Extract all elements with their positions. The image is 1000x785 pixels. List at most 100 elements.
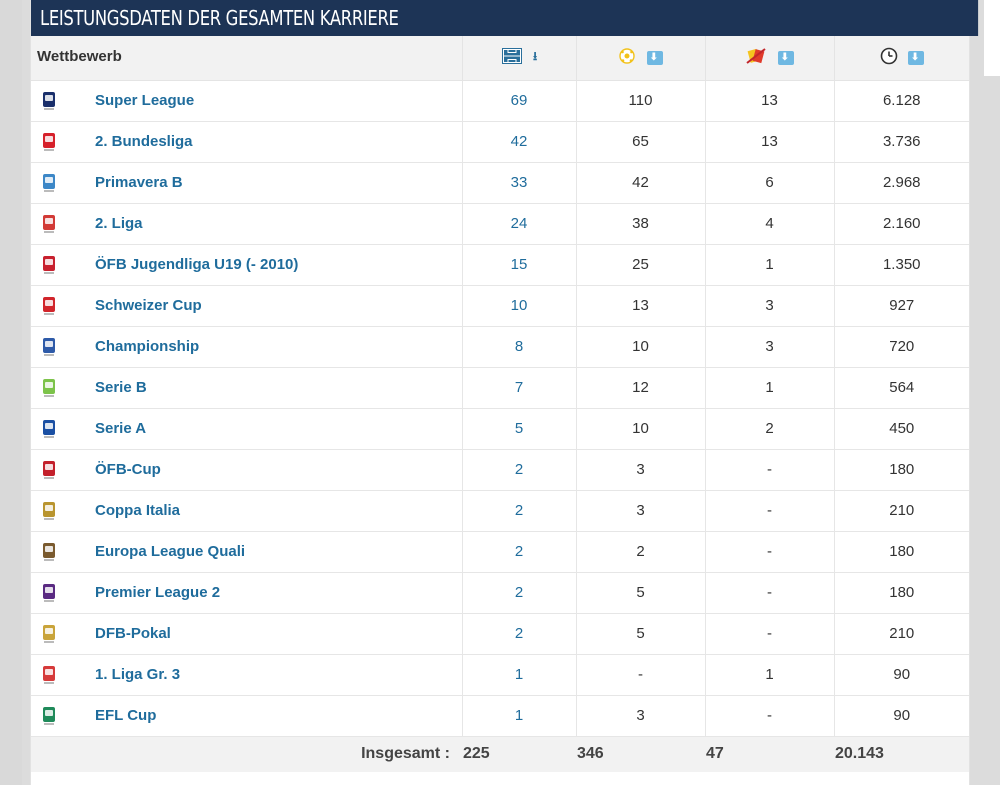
appearances-cell[interactable]: 2 bbox=[462, 490, 577, 532]
table-row: Serie A 5 10 2 450 bbox=[31, 408, 969, 450]
competition-logo-icon[interactable] bbox=[39, 622, 59, 646]
competition-name-link[interactable]: Europa League Quali bbox=[95, 543, 246, 560]
competition-logo-icon[interactable] bbox=[39, 581, 59, 605]
table-row: Super League 69 110 13 6.128 bbox=[31, 80, 969, 122]
cards-cell: 6 bbox=[705, 162, 835, 204]
cards-header[interactable] bbox=[705, 36, 835, 81]
cards-cell: - bbox=[705, 572, 835, 614]
competition-name-link[interactable]: Super League bbox=[95, 92, 195, 109]
sort-down-arrow-icon[interactable]: ⭳ bbox=[532, 49, 538, 64]
total-cards: 47 bbox=[706, 745, 724, 763]
appearances-cell[interactable]: 2 bbox=[462, 531, 577, 573]
appearances-cell[interactable]: 42 bbox=[462, 121, 577, 163]
goals-cell: 65 bbox=[576, 121, 706, 163]
competition-logo-icon[interactable] bbox=[39, 458, 59, 482]
competition-name-link[interactable]: Serie B bbox=[95, 379, 147, 396]
competition-logo-icon[interactable] bbox=[39, 294, 59, 318]
table-row: ÖFB-Cup 2 3-180 bbox=[31, 449, 969, 491]
competition-cell: Serie A bbox=[31, 408, 463, 450]
competition-name-link[interactable]: ÖFB Jugendliga U19 (- 2010) bbox=[95, 256, 299, 273]
table-row: Schweizer Cup 10 13 3 927 bbox=[31, 285, 969, 327]
table-row: Premier League 2 2 5-180 bbox=[31, 572, 969, 614]
competition-name-link[interactable]: DFB-Pokal bbox=[95, 625, 171, 642]
goals-cell: - bbox=[576, 654, 706, 696]
competition-logo-icon[interactable] bbox=[39, 663, 59, 687]
minutes-cell: 720 bbox=[834, 326, 969, 368]
competition-logo-icon[interactable] bbox=[39, 335, 59, 359]
appearances-cell[interactable]: 33 bbox=[462, 162, 577, 204]
competition-name-link[interactable]: Coppa Italia bbox=[95, 502, 181, 519]
competition-logo-icon[interactable] bbox=[39, 499, 59, 523]
cards-cell: - bbox=[705, 613, 835, 655]
table-row: Coppa Italia 2 3-210 bbox=[31, 490, 969, 532]
appearances-cell[interactable]: 15 bbox=[462, 244, 577, 286]
sort-icon[interactable] bbox=[907, 50, 924, 65]
competition-cell: DFB-Pokal bbox=[31, 613, 463, 655]
appearances-header[interactable]: ⭳ bbox=[462, 36, 577, 81]
total-apps: 225 bbox=[463, 745, 490, 763]
minutes-cell: 2.160 bbox=[834, 203, 969, 245]
competition-logo-icon[interactable] bbox=[39, 704, 59, 728]
competition-logo-icon[interactable] bbox=[39, 130, 59, 154]
goals-header[interactable] bbox=[576, 36, 706, 81]
competition-logo-icon[interactable] bbox=[39, 417, 59, 441]
appearances-cell[interactable]: 7 bbox=[462, 367, 577, 409]
appearances-cell[interactable]: 1 bbox=[462, 654, 577, 696]
competition-cell: 2. Bundesliga bbox=[31, 121, 463, 163]
cards-cell: 4 bbox=[705, 203, 835, 245]
competition-cell: Schweizer Cup bbox=[31, 285, 463, 327]
minutes-header[interactable] bbox=[834, 36, 969, 81]
minutes-cell: 1.350 bbox=[834, 244, 969, 286]
competition-name-link[interactable]: 1. Liga Gr. 3 bbox=[95, 666, 181, 683]
competition-logo-icon[interactable] bbox=[39, 540, 59, 564]
appearances-cell[interactable]: 5 bbox=[462, 408, 577, 450]
competition-cell: 2. Liga bbox=[31, 203, 463, 245]
goals-cell: 10 bbox=[576, 326, 706, 368]
competition-logo-icon[interactable] bbox=[39, 376, 59, 400]
competition-cell: Premier League 2 bbox=[31, 572, 463, 614]
table-row: 1. Liga Gr. 3 1-1 90 bbox=[31, 654, 969, 696]
minutes-cell: 927 bbox=[834, 285, 969, 327]
minutes-cell: 450 bbox=[834, 408, 969, 450]
competition-logo-icon[interactable] bbox=[39, 253, 59, 277]
total-label: Insgesamt : bbox=[361, 745, 450, 763]
competition-name-link[interactable]: Serie A bbox=[95, 420, 147, 437]
goals-cell: 3 bbox=[576, 449, 706, 491]
goals-cell: 38 bbox=[576, 203, 706, 245]
ball-icon bbox=[618, 47, 636, 69]
appearances-cell[interactable]: 1 bbox=[462, 695, 577, 737]
competition-name-link[interactable]: Primavera B bbox=[95, 174, 183, 191]
appearances-cell[interactable]: 2 bbox=[462, 449, 577, 491]
appearances-cell[interactable]: 8 bbox=[462, 326, 577, 368]
appearances-cell[interactable]: 10 bbox=[462, 285, 577, 327]
table-header-row: Wettbewerb ⭳ bbox=[31, 36, 969, 81]
sort-icon[interactable] bbox=[646, 50, 663, 65]
competition-name-link[interactable]: ÖFB-Cup bbox=[95, 461, 161, 478]
competition-cell: Primavera B bbox=[31, 162, 463, 204]
appearances-cell[interactable]: 2 bbox=[462, 613, 577, 655]
goals-cell: 13 bbox=[576, 285, 706, 327]
competition-logo-icon[interactable] bbox=[39, 212, 59, 236]
goals-cell: 3 bbox=[576, 695, 706, 737]
competition-name-link[interactable]: Schweizer Cup bbox=[95, 297, 202, 314]
competition-cell: Championship bbox=[31, 326, 463, 368]
competition-name-link[interactable]: Premier League 2 bbox=[95, 584, 221, 601]
total-row: Insgesamt : 225 346 47 20.143 bbox=[31, 736, 969, 772]
competition-logo-icon[interactable] bbox=[39, 171, 59, 195]
minutes-cell: 210 bbox=[834, 490, 969, 532]
competition-name-link[interactable]: 2. Bundesliga bbox=[95, 133, 193, 150]
right-strip bbox=[984, 0, 1000, 76]
competition-cell: Coppa Italia bbox=[31, 490, 463, 532]
sort-icon[interactable] bbox=[777, 50, 794, 65]
competition-name-link[interactable]: 2. Liga bbox=[95, 215, 143, 232]
competition-logo-icon[interactable] bbox=[39, 89, 59, 113]
cards-cell: - bbox=[705, 449, 835, 491]
minutes-cell: 180 bbox=[834, 531, 969, 573]
competition-cell: 1. Liga Gr. 3 bbox=[31, 654, 463, 696]
appearances-cell[interactable]: 2 bbox=[462, 572, 577, 614]
appearances-cell[interactable]: 24 bbox=[462, 203, 577, 245]
competition-name-link[interactable]: Championship bbox=[95, 338, 200, 355]
appearances-cell[interactable]: 69 bbox=[462, 80, 577, 122]
competition-name-link[interactable]: EFL Cup bbox=[95, 707, 157, 724]
cards-cell: 3 bbox=[705, 285, 835, 327]
